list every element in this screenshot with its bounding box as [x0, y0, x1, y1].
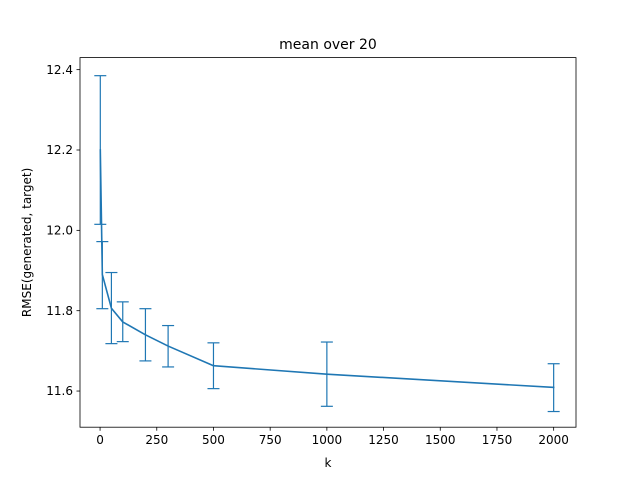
y-tick-label: 12.4 [46, 63, 73, 77]
x-tick-label: 2000 [538, 433, 569, 447]
plot-frame [79, 57, 577, 428]
x-tick-label: 0 [96, 433, 104, 447]
chart-title: mean over 20 [279, 37, 377, 53]
y-tick-label: 12.2 [46, 143, 73, 157]
x-tick-label: 750 [259, 433, 282, 447]
y-axis-ticks: 11.6 11.8 12.0 12.2 12.4 [46, 63, 80, 398]
x-tick-label: 1500 [425, 433, 456, 447]
x-tick-label: 250 [145, 433, 168, 447]
series-layer [94, 75, 560, 413]
y-axis-label: RMSE(generated, target) [20, 168, 34, 317]
y-tick-label: 11.8 [46, 304, 73, 318]
x-axis-label: k [325, 456, 332, 470]
x-tick-label: 1750 [482, 433, 513, 447]
y-tick-label: 11.6 [46, 384, 73, 398]
x-tick-label: 500 [202, 433, 225, 447]
x-tick-label: 1000 [312, 433, 343, 447]
x-tick-label: 1250 [368, 433, 399, 447]
x-axis-ticks: 0 250 500 750 1000 1250 1500 1750 2000 [96, 427, 569, 447]
y-tick-label: 12.0 [46, 224, 73, 238]
